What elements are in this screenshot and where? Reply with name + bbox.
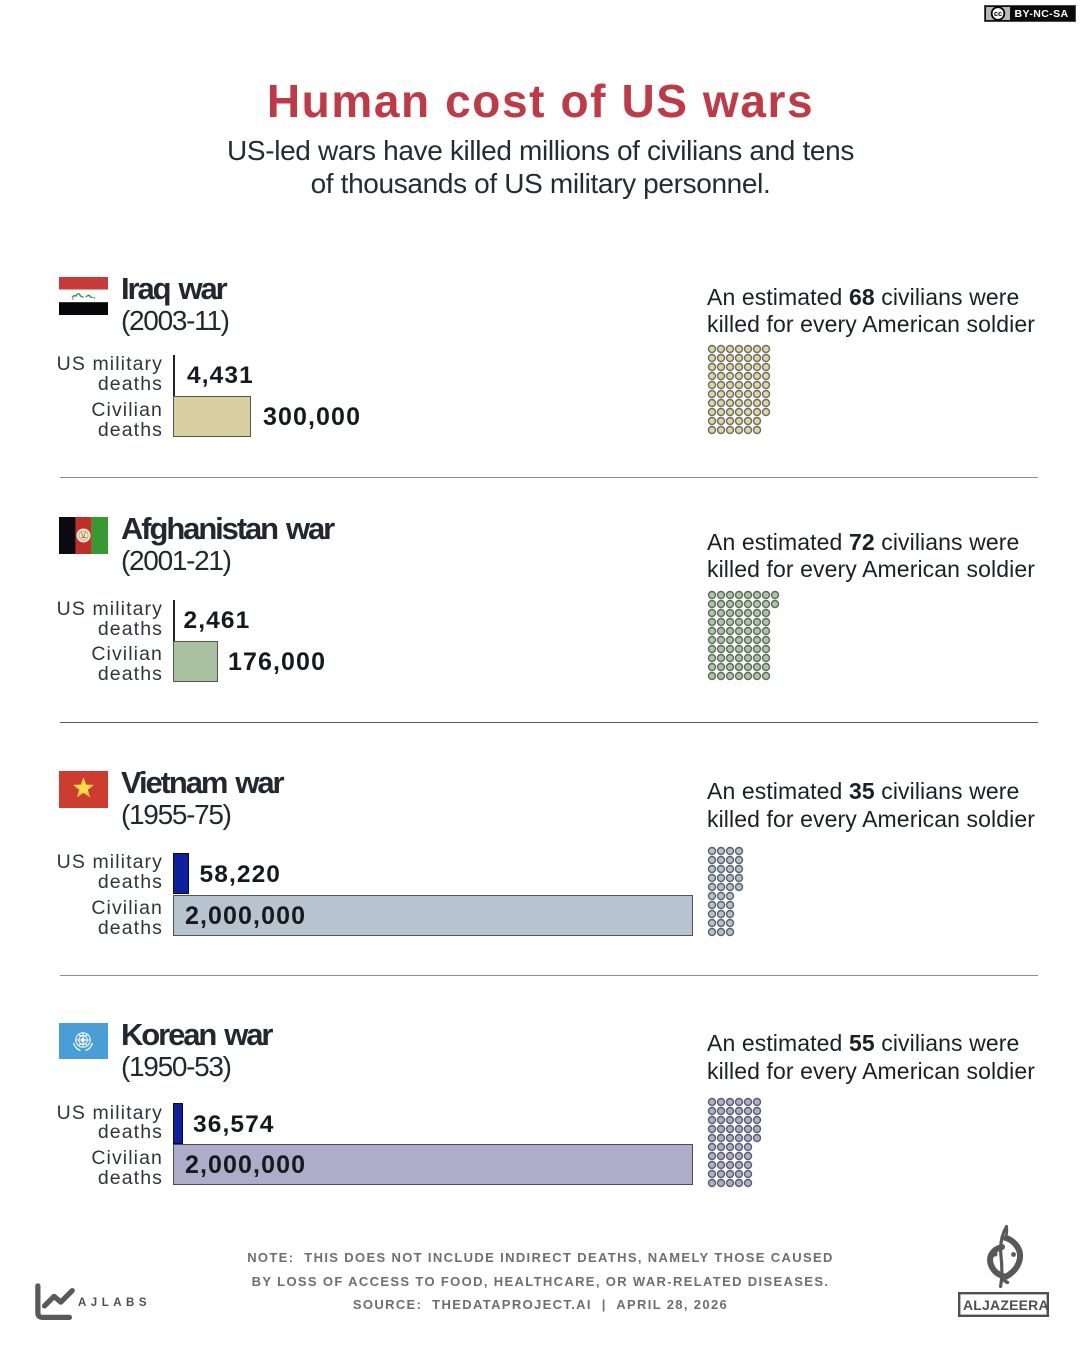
svg-text:cc: cc — [994, 9, 1002, 18]
svg-text:BY-NC-SA: BY-NC-SA — [1015, 8, 1069, 20]
